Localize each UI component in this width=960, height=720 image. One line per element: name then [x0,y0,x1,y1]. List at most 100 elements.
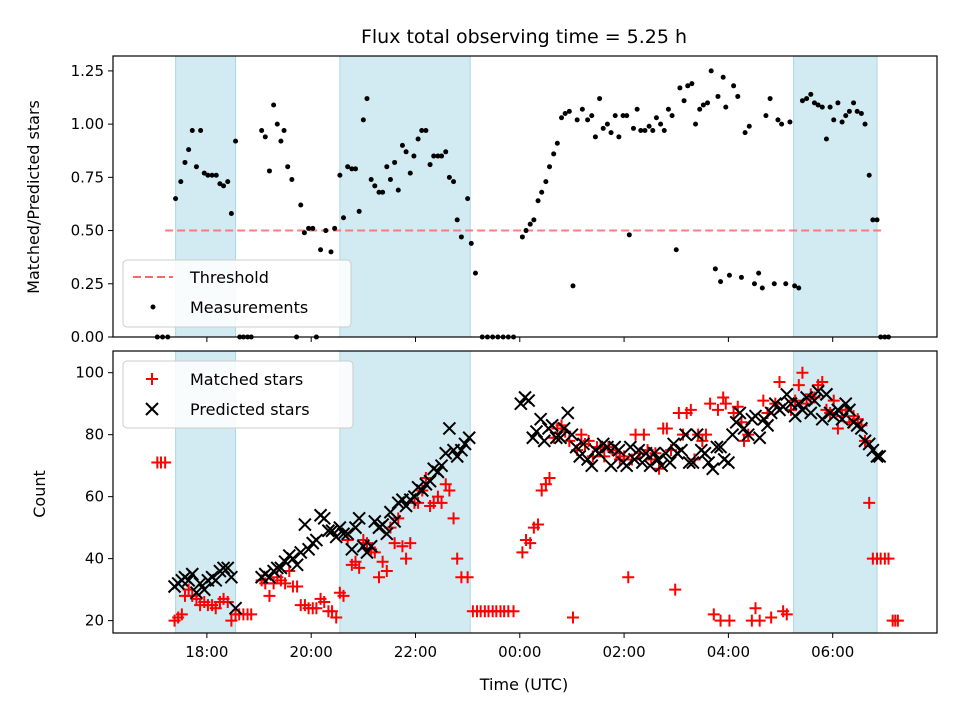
bottom-legend: Matched stars Predicted stars [122,360,354,429]
predicted-star-point [336,527,351,541]
measurement-point [693,121,699,127]
predicted-star-point [811,384,825,398]
matched-star-point [757,394,770,407]
predicted-star-point [666,437,681,451]
bottom-y-tick-label: 100 [75,364,104,382]
top-legend: Threshold Measurements [122,259,352,328]
matched-star-point [711,403,724,416]
measurement-point [775,117,781,123]
bottom-y-tick-label: 40 [85,550,104,568]
measurement-point [271,102,277,108]
matched-star-point [431,490,444,503]
measurement-point [689,81,695,87]
predicted-star-point [352,511,366,526]
measurements-legend-marker [150,304,156,310]
predicted-star-point [569,440,583,454]
top-y-tick-label: 0.50 [71,222,104,240]
measurement-point [723,104,729,110]
shaded-interval [339,350,471,634]
matched-star-point [566,611,579,624]
predicted-star-point [545,418,559,433]
predicted-star-point [345,542,359,557]
predicted-star-point [733,406,747,420]
predicted-star-point [364,539,378,553]
predicted-star-point [635,455,650,470]
predicted-stars-series [167,384,887,615]
measurement-point [225,179,231,185]
measurement-point [589,113,595,119]
matched-star-point [435,496,448,509]
predicted-star-point [659,446,673,460]
measurement-point [808,91,814,97]
predicted-star-point [533,412,548,426]
measurement-point [630,125,636,131]
measurement-point [360,117,366,123]
measurement-point [201,170,207,176]
x-tick-label: 00:00 [498,643,541,661]
matched-star-point [727,406,740,419]
predicted-star-point [193,576,207,591]
top-y-tick-label: 0.25 [71,275,104,293]
x-tick-label: 02:00 [602,643,645,661]
measurement-point [423,128,429,134]
matched-legend-label: Matched stars [190,370,303,389]
predicted-star-point [752,431,767,445]
matched-star-point [376,555,389,568]
matched-star-point [773,375,786,388]
measurement-point [839,119,845,125]
predicted-star-point [592,446,606,460]
predicted-star-point [521,393,536,408]
measurement-point [796,285,802,291]
measurement-point [756,270,762,276]
predicted-star-point [348,520,363,535]
matched-star-point [451,552,464,565]
measurement-point [767,96,773,102]
matched-star-point [622,571,635,584]
measurement-point [579,106,585,112]
measurement-point [458,234,464,240]
measurement-point [681,98,687,104]
predicted-star-point [309,533,324,547]
measurement-point [551,151,557,157]
measurement-point [854,108,860,114]
measurement-point [862,121,868,127]
measurement-point [566,108,572,114]
measurement-point [384,164,390,170]
predicted-star-point [776,400,790,414]
measurement-point [738,274,744,280]
measurement-point [870,217,876,223]
measurement-point [799,98,805,104]
matched-star-point [539,478,552,491]
predicted-star-point [431,465,445,479]
measurement-point [726,272,732,278]
measurement-point [851,100,857,106]
measurement-point [811,100,817,106]
measurement-point [669,113,675,119]
measurements-legend-label: Measurements [190,298,308,317]
matched-star-point [524,537,537,550]
top-panel: 0.00 0.25 0.50 0.75 1.00 1.25 Matched/Predict… [24,55,938,346]
bottom-x-axis: 18:00 20:00 22:00 00:00 02:00 04:00 06:00 [185,633,854,661]
matched-star-point [372,571,385,584]
measurement-point [368,176,374,182]
predicted-star-point [713,440,728,454]
predicted-star-point [325,524,339,538]
matched-star-point [660,422,673,435]
measurements-series [154,68,891,340]
predicted-star-point [768,396,783,411]
matched-star-point [310,602,323,615]
measurement-point [616,134,622,140]
predicted-star-point [450,449,464,464]
predicted-star-point [181,573,196,588]
measurement-point [278,138,284,144]
measurement-point [431,153,437,159]
matched-star-point [221,596,234,609]
measurement-point [846,108,852,114]
predicted-star-point [380,527,394,541]
measurement-point [415,136,421,142]
top-plot-frame [112,55,938,338]
measurement-point [318,247,324,253]
measurement-point [387,176,393,182]
measurement-point [274,121,280,127]
